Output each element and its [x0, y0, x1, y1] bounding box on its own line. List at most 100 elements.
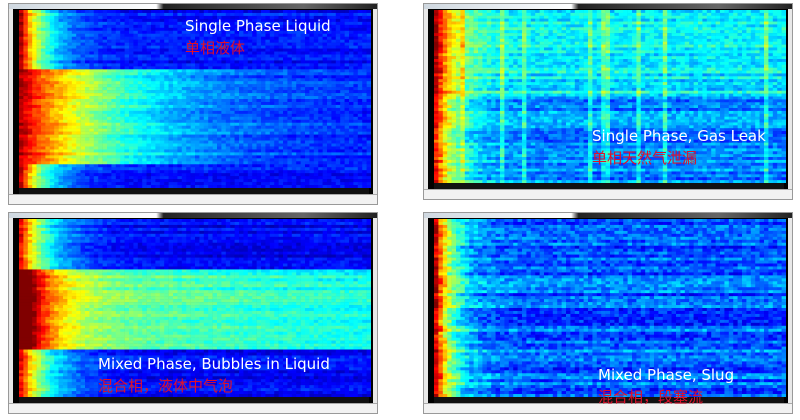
heatmap-cell — [27, 125, 33, 129]
heatmap-cell — [54, 104, 59, 109]
heatmap-cell — [32, 69, 37, 73]
heatmap-cell — [63, 164, 68, 168]
heatmap-cell — [322, 173, 328, 177]
heatmap-cell — [296, 24, 301, 29]
heatmap-cell — [357, 131, 363, 135]
heatmap-cell — [45, 15, 51, 20]
heatmap-cell — [173, 134, 178, 138]
heatmap-cell — [32, 81, 37, 85]
heatmap-cell — [142, 104, 147, 109]
heatmap-cell — [71, 90, 77, 94]
heatmap-cell — [274, 140, 279, 144]
heatmap-cell — [41, 81, 46, 85]
heatmap-cell — [318, 24, 323, 29]
heatmap-cell — [177, 173, 183, 177]
heatmap-cell — [36, 63, 42, 67]
heatmap-cell — [177, 182, 183, 186]
heatmap-cell — [115, 30, 121, 35]
heatmap-cell — [67, 164, 73, 168]
heatmap-cell — [102, 90, 108, 94]
heatmap-cell — [221, 15, 227, 20]
heatmap-cell — [120, 173, 125, 177]
heatmap-cell — [27, 107, 33, 112]
heatmap-cell — [129, 90, 134, 94]
heatmap-cell — [133, 182, 139, 186]
heatmap-cell — [36, 48, 42, 52]
heatmap-cell — [344, 140, 350, 144]
heatmap-cell — [177, 45, 183, 49]
heatmap-cell — [252, 99, 257, 103]
heatmap-cell — [588, 12, 593, 17]
heatmap-cell — [190, 75, 196, 79]
heatmap-cell — [247, 87, 253, 91]
heatmap-cell — [186, 170, 191, 174]
heatmap-cell — [318, 104, 323, 109]
heatmap-cell — [230, 18, 235, 23]
heatmap-cell — [239, 15, 244, 20]
heatmap-cell — [133, 125, 139, 129]
heatmap-cell — [173, 63, 178, 67]
heatmap-cell — [221, 81, 227, 85]
heatmap-cell — [252, 48, 257, 52]
heatmap-cell — [344, 146, 350, 150]
heatmap-cell — [438, 12, 444, 17]
heatmap-cell — [98, 176, 103, 180]
heatmap-cell — [203, 33, 209, 37]
heatmap-cell — [300, 45, 306, 49]
heatmap-cell — [164, 21, 169, 26]
heatmap-cell — [142, 81, 147, 85]
heatmap-cell — [133, 140, 139, 144]
heatmap-cell — [173, 179, 178, 183]
heatmap-cell — [137, 60, 143, 64]
heatmap-cell — [362, 93, 367, 97]
heatmap-cell — [124, 10, 130, 14]
heatmap-cell — [305, 155, 310, 159]
heatmap-cell — [309, 48, 315, 52]
heatmap-cell — [239, 87, 244, 91]
heatmap-cell — [318, 18, 323, 23]
heatmap-cell — [203, 164, 209, 168]
heatmap-cell — [247, 110, 253, 115]
heatmap-cell — [217, 143, 222, 147]
heatmap-cell — [305, 81, 310, 85]
heatmap-cell — [85, 107, 90, 112]
heatmap-cell — [151, 182, 156, 186]
heatmap-cell — [199, 173, 205, 177]
heatmap-cell — [247, 125, 253, 129]
heatmap-cell — [482, 12, 488, 17]
heatmap-cell — [274, 164, 279, 168]
heatmap-cell — [85, 63, 90, 67]
heatmap-cell — [107, 140, 112, 144]
heatmap-cell — [309, 170, 315, 174]
heatmap-cell — [772, 10, 778, 14]
heatmap-cell — [133, 81, 139, 85]
heatmap-cell — [63, 137, 68, 141]
heatmap-cell — [23, 170, 29, 174]
heatmap-cell — [190, 170, 196, 174]
heatmap-cell — [129, 81, 134, 85]
heatmap-cell — [89, 128, 95, 132]
heatmap-cell — [225, 128, 231, 132]
heatmap-cell — [283, 93, 288, 97]
heatmap-cell — [322, 63, 328, 67]
heatmap-cell — [349, 99, 354, 103]
heatmap-cell — [111, 60, 117, 64]
heatmap-cell — [278, 143, 284, 147]
heatmap-cell — [177, 137, 183, 141]
heatmap-cell — [239, 18, 244, 23]
heatmap-cell — [181, 131, 187, 135]
heatmap-cell — [318, 143, 323, 147]
heatmap-cell — [159, 140, 165, 144]
heatmap-cell — [71, 75, 77, 79]
heatmap-cell — [274, 107, 279, 112]
heatmap-cell — [296, 48, 301, 52]
heatmap-cell — [366, 146, 371, 150]
heatmap-cell — [63, 12, 68, 17]
heatmap-cell — [203, 75, 209, 79]
heatmap-cell — [71, 27, 77, 32]
heatmap-cell — [335, 113, 341, 118]
heatmap-cell — [340, 158, 345, 162]
heatmap-cell — [362, 42, 367, 46]
heatmap-cell — [269, 75, 275, 79]
heatmap-cell — [344, 134, 350, 138]
